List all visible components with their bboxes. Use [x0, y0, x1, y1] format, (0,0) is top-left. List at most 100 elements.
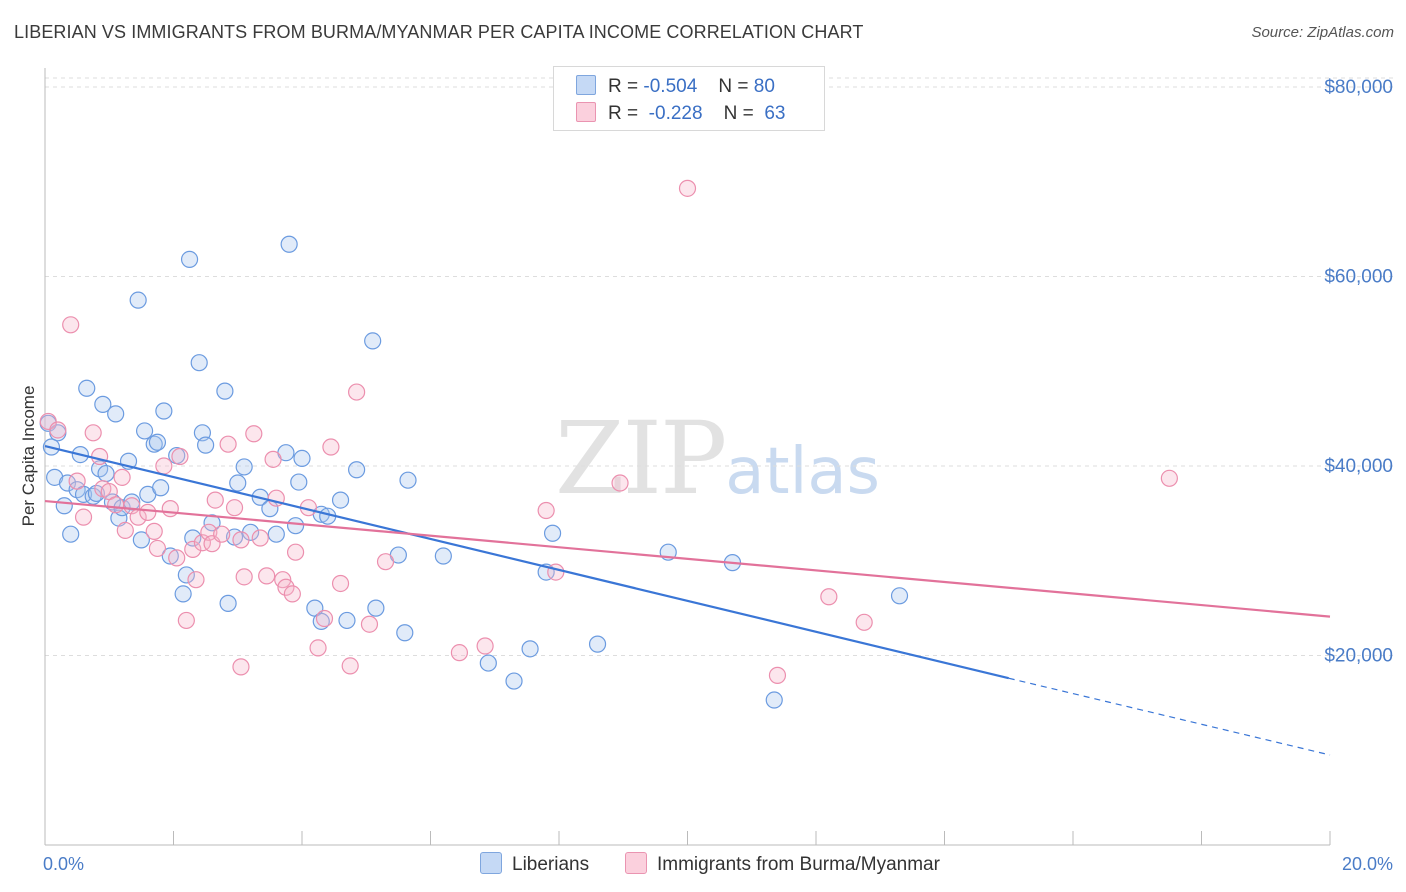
- point-liberians: [55, 497, 73, 515]
- legend-item-burma[interactable]: Immigrants from Burma/Myanmar: [625, 852, 940, 876]
- point-burma: [107, 496, 125, 514]
- point-liberians: [216, 382, 234, 400]
- point-burma: [116, 521, 134, 540]
- point-burma: [171, 447, 189, 466]
- point-burma: [232, 531, 250, 549]
- point-liberians: [267, 525, 285, 543]
- chart-source: Source: ZipAtlas.com: [1251, 24, 1394, 41]
- stats-swatch-burma: [576, 102, 596, 122]
- point-burma: [678, 179, 697, 197]
- point-liberians: [479, 654, 497, 672]
- point-burma: [225, 499, 244, 517]
- point-liberians: [505, 672, 523, 690]
- trend-line-burma: [44, 499, 1331, 618]
- point-burma: [360, 615, 379, 633]
- point-burma: [768, 666, 787, 684]
- stats-r-value: -0.504: [643, 76, 698, 97]
- point-burma: [49, 421, 67, 439]
- point-burma: [206, 491, 224, 509]
- y-tick-label: $20,000: [1324, 645, 1393, 666]
- point-burma: [547, 563, 565, 581]
- point-burma: [309, 639, 327, 657]
- point-liberians: [521, 640, 539, 658]
- point-liberians: [765, 691, 783, 709]
- y-tick-label: $80,000: [1324, 77, 1393, 98]
- point-burma: [537, 501, 555, 520]
- point-burma: [184, 540, 202, 558]
- stats-n-label: N =: [723, 103, 754, 124]
- point-liberians: [396, 624, 414, 642]
- point-burma: [168, 549, 186, 567]
- point-liberians: [197, 436, 215, 454]
- point-burma: [145, 522, 163, 540]
- stats-box: R = -0.504 N = 80 R = -0.228 N = 63: [553, 66, 825, 131]
- point-liberians: [312, 612, 330, 630]
- watermark: ZIPatlas: [555, 400, 880, 517]
- point-burma: [74, 508, 93, 526]
- point-burma: [277, 578, 295, 596]
- point-burma: [348, 383, 366, 401]
- stats-swatch-liberians: [576, 75, 596, 95]
- point-liberians: [155, 402, 173, 420]
- point-liberians: [588, 635, 607, 653]
- point-burma: [341, 657, 359, 675]
- point-liberians: [132, 531, 150, 549]
- point-burma: [315, 609, 334, 628]
- point-burma: [155, 457, 173, 475]
- point-liberians: [174, 585, 192, 603]
- point-liberians: [543, 524, 562, 542]
- trend-line-liberians: [44, 445, 1010, 680]
- point-liberians: [367, 599, 385, 617]
- stats-r-label: R =: [608, 103, 639, 124]
- legend-label-burma: Immigrants from Burma/Myanmar: [657, 854, 940, 875]
- point-burma: [286, 543, 305, 561]
- watermark-zip: ZIP: [555, 400, 727, 517]
- x-tick-label-min: 0.0%: [43, 854, 84, 874]
- point-burma: [84, 424, 102, 442]
- x-tick-label-max: 20.0%: [1342, 854, 1393, 874]
- point-liberians: [152, 479, 170, 497]
- point-liberians: [78, 379, 96, 397]
- point-liberians: [293, 449, 311, 467]
- point-liberians: [338, 611, 356, 630]
- point-liberians: [219, 594, 237, 612]
- point-burma: [476, 637, 494, 655]
- point-burma: [232, 658, 250, 676]
- point-burma: [1160, 469, 1178, 487]
- point-burma: [161, 500, 179, 518]
- point-burma: [611, 474, 629, 492]
- point-burma: [213, 525, 231, 543]
- stats-row-liberians: R = -0.504 N = 80: [576, 75, 775, 99]
- chart-title: LIBERIAN VS IMMIGRANTS FROM BURMA/MYANMA…: [14, 22, 864, 42]
- legend-swatch-liberians: [480, 852, 502, 874]
- stats-n-label: N =: [718, 76, 749, 97]
- legend-item-liberians[interactable]: Liberians: [480, 852, 589, 876]
- point-liberians: [148, 433, 167, 451]
- point-burma: [219, 435, 237, 453]
- point-burma: [177, 611, 195, 630]
- point-burma: [235, 568, 253, 586]
- point-burma: [820, 588, 838, 606]
- stats-row-burma: R = -0.228 N = 63: [576, 102, 785, 126]
- point-burma: [283, 585, 301, 603]
- point-burma: [139, 503, 157, 522]
- point-burma: [264, 450, 282, 468]
- point-liberians: [135, 422, 154, 440]
- point-liberians: [129, 291, 147, 309]
- point-liberians: [235, 458, 253, 476]
- trend-line-liberians-extension: [1008, 677, 1331, 756]
- y-tick-label: $60,000: [1324, 266, 1393, 287]
- point-liberians: [348, 461, 366, 479]
- stats-r-value: -0.228: [648, 103, 703, 124]
- point-liberians: [280, 235, 298, 253]
- point-burma: [258, 567, 276, 585]
- point-liberians: [94, 395, 112, 413]
- point-liberians: [97, 464, 115, 483]
- stats-r-label: R =: [608, 76, 639, 97]
- y-tick-label: $40,000: [1324, 456, 1393, 477]
- point-liberians: [290, 473, 308, 491]
- point-burma: [62, 316, 80, 334]
- point-burma: [251, 529, 269, 547]
- point-liberians: [286, 517, 305, 535]
